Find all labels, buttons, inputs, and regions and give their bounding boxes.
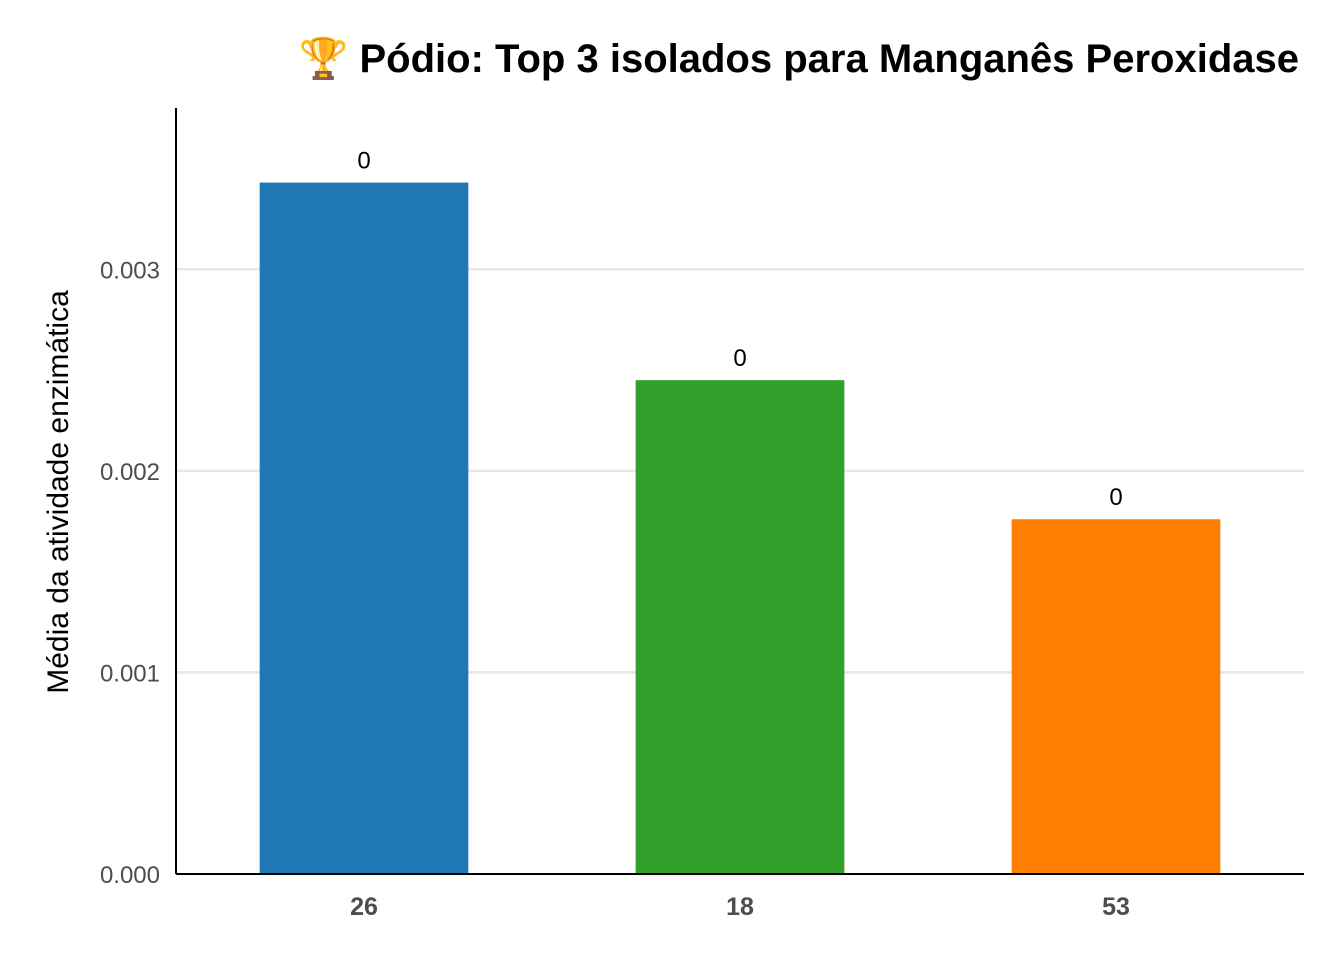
y-tick-label: 0.003	[100, 257, 160, 284]
x-tick-labels: 26 18 53	[350, 893, 1130, 921]
x-tick-label: 26	[350, 893, 378, 921]
y-tick-label: 0.002	[100, 459, 160, 486]
data-labels: 0 0 0	[357, 148, 1122, 512]
bars	[259, 182, 1221, 874]
x-tick-label: 18	[726, 893, 754, 921]
bar	[635, 380, 845, 874]
bar	[259, 182, 469, 874]
y-tick-label: 0.001	[100, 660, 160, 687]
x-tick-label: 53	[1102, 893, 1130, 921]
y-axis-title: Média da atividade enzimática	[42, 290, 75, 694]
data-label: 0	[357, 148, 370, 175]
bar	[1011, 519, 1221, 874]
y-tick-labels: 0.000 0.001 0.002 0.003	[100, 257, 160, 889]
y-tick-label: 0.000	[100, 862, 160, 889]
data-label: 0	[1109, 484, 1122, 511]
chart-title: 🏆 Pódio: Top 3 isolados para Manganês Pe…	[299, 35, 1299, 81]
data-label: 0	[733, 345, 746, 372]
axes	[175, 108, 1304, 875]
